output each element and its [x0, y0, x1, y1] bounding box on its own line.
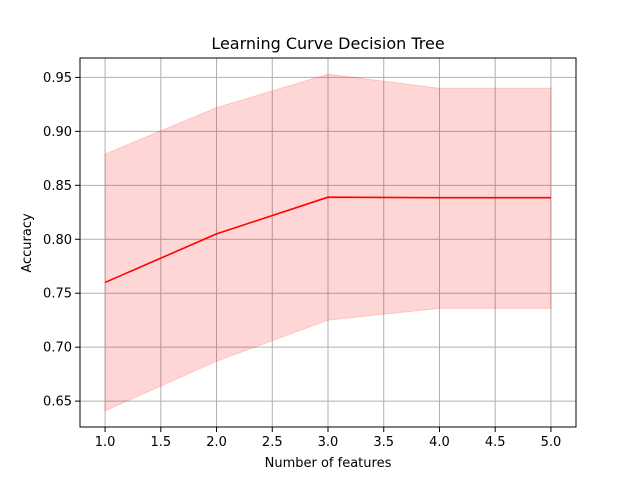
x-axis-title: Number of features — [265, 456, 392, 471]
accuracy-line — [104, 196, 551, 284]
x-tick-label: 1.0 — [95, 435, 116, 450]
y-tick-label: 0.85 — [43, 179, 72, 194]
y-tick-label: 0.95 — [43, 71, 72, 86]
series-line-layer — [104, 196, 551, 284]
y-tick-label: 0.75 — [43, 287, 72, 302]
x-tick-label: 2.0 — [206, 435, 227, 450]
x-tick-label: 4.0 — [429, 435, 450, 450]
axis-ticks: 1.0 1.5 2.0 2.5 3.0 3.5 4.0 4.5 5.0 0.65 0.70 0.75 0… — [43, 71, 561, 450]
confidence-band — [104, 73, 552, 412]
y-tick-label: 0.90 — [43, 125, 72, 140]
x-tick-label: 4.5 — [485, 435, 506, 450]
y-tick-label: 0.80 — [43, 233, 72, 248]
chart-title: Learning Curve Decision Tree — [211, 34, 444, 53]
x-tick-label: 3.5 — [373, 435, 394, 450]
x-tick-label: 2.5 — [262, 435, 283, 450]
y-axis-title: Accuracy — [20, 213, 35, 273]
x-tick-label: 5.0 — [541, 435, 562, 450]
x-tick-label: 3.0 — [318, 435, 339, 450]
y-tick-label: 0.65 — [43, 395, 72, 410]
grid — [80, 58, 576, 427]
confidence-band-layer — [104, 73, 552, 412]
x-tick-label: 1.5 — [150, 435, 171, 450]
y-tick-label: 0.70 — [43, 341, 72, 356]
